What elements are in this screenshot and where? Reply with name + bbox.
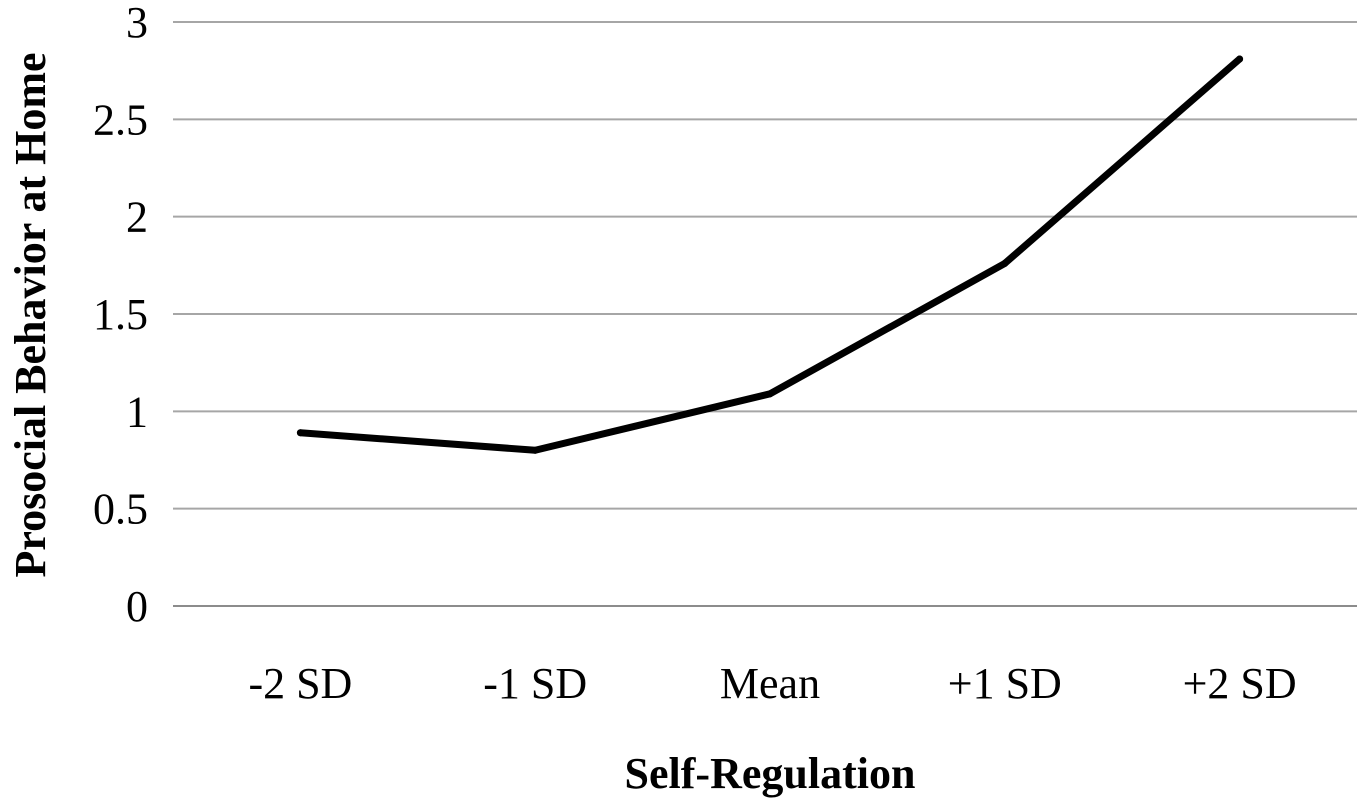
y-tick-label: 1 <box>126 387 148 436</box>
x-tick-label: +2 SD <box>1183 659 1297 708</box>
gridlines <box>173 21 1357 607</box>
data-point <box>1001 259 1009 267</box>
x-tick-label: -1 SD <box>483 659 587 708</box>
y-tick-label: 1.5 <box>93 290 148 339</box>
data-point <box>296 429 304 437</box>
y-axis-title: Prosocial Behavior at Home <box>6 52 55 577</box>
y-tick-label: 2 <box>126 193 148 242</box>
x-tick-label: +1 SD <box>948 659 1062 708</box>
data-point <box>531 446 539 454</box>
y-tick-labels: 0 0.5 1 1.5 2 2.5 3 <box>93 0 148 631</box>
x-axis-title: Self-Regulation <box>625 749 916 798</box>
series-layer <box>296 55 1244 454</box>
x-tick-labels: -2 SD -1 SD Mean +1 SD +2 SD <box>248 659 1296 708</box>
x-tick-label: -2 SD <box>248 659 352 708</box>
data-point <box>1236 55 1244 63</box>
y-tick-label: 0 <box>126 582 148 631</box>
x-tick-label: Mean <box>720 659 820 708</box>
y-tick-label: 0.5 <box>93 485 148 534</box>
y-tick-label: 3 <box>126 0 148 47</box>
data-point <box>766 390 774 398</box>
y-tick-label: 2.5 <box>93 95 148 144</box>
